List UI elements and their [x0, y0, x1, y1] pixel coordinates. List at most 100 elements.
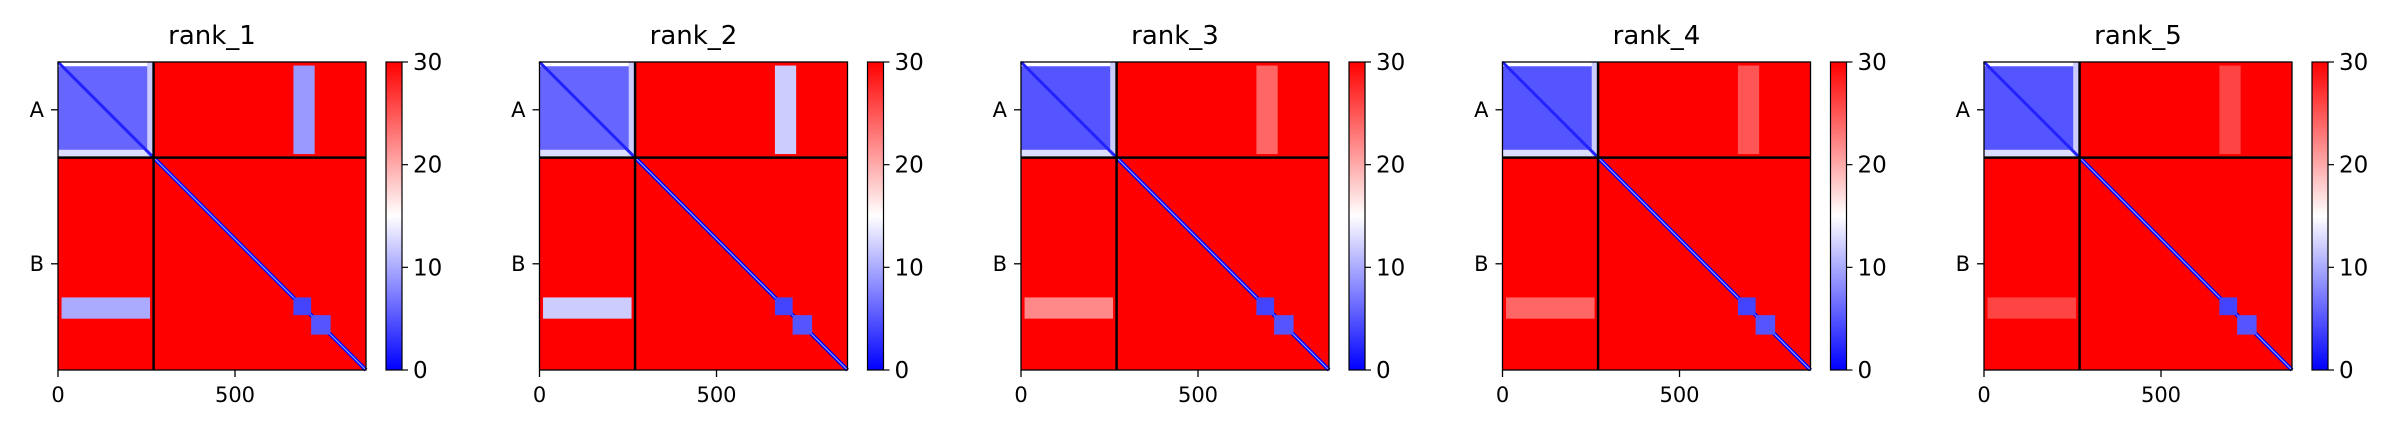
domain-block-2 [311, 315, 331, 335]
colorbar [385, 61, 403, 371]
interchain-stripe-b [1024, 297, 1114, 319]
colorbar-tick-label: 10 [2339, 255, 2368, 281]
x-tick-label: 500 [1659, 383, 1699, 407]
chain-a-diagonal [1019, 60, 1118, 159]
chain-a-diagonal [56, 60, 155, 159]
chain-a-edge-right [628, 62, 636, 158]
x-tick-label: 500 [696, 383, 736, 407]
chain-b-diagonal-highlight [634, 157, 848, 371]
colorbar [1829, 61, 1848, 371]
panel-rank_2: rank_2 0 500 A B 0 10 20 30 [511, 21, 924, 407]
heatmap-frame [1020, 61, 1330, 371]
panel-rank_3: rank_3 0 500 A B 0 10 20 30 [993, 21, 1406, 407]
x-tick-label: 0 [533, 383, 546, 407]
chain-a-edge-top [1021, 62, 1117, 67]
colorbar-tick-label: 30 [1376, 50, 1405, 76]
colorbar-tick-label: 20 [1858, 153, 1887, 179]
chain-a-edge-top [58, 62, 154, 67]
interchain-stripe-a [2219, 65, 2241, 155]
chain-a-edge-top [1984, 62, 2080, 67]
panel-title: rank_1 [168, 21, 256, 51]
x-tick-label: 500 [215, 383, 255, 407]
chain-a-diagonal [538, 60, 637, 159]
chain-label-A: A [1474, 98, 1489, 122]
domain-block-2 [792, 315, 813, 335]
chain-b-diagonal-highlight [1597, 157, 1811, 371]
x-tick-label: 500 [1178, 383, 1218, 407]
colorbar-tick-label: 10 [1858, 255, 1887, 281]
chain-label-B: B [1474, 252, 1488, 276]
colorbar [866, 61, 885, 371]
chain-a-edge-right [2073, 62, 2080, 158]
colorbar-tick-label: 0 [895, 358, 910, 384]
colorbar-tick-label: 0 [2339, 358, 2354, 384]
colorbar-tick-label: 30 [1858, 50, 1887, 76]
interchain-stripe-b [61, 297, 151, 319]
chain-a-edge-bottom [1984, 149, 2080, 158]
chain-label-A: A [993, 98, 1008, 122]
heatmap-frame [1983, 61, 2293, 371]
colorbar-tick-label: 0 [413, 358, 428, 384]
domain-block-1 [1256, 297, 1275, 316]
chain-b-diagonal-highlight [153, 157, 367, 371]
colorbar [2311, 61, 2329, 371]
interchain-stripe-a [1737, 65, 1760, 155]
interchain-stripe-b [1506, 297, 1595, 319]
chain-a-diagonal [1501, 60, 1600, 159]
panel-title: rank_4 [1613, 21, 1701, 51]
chain-b-diagonal-highlight [1116, 157, 1330, 371]
chain-label-A: A [1956, 98, 1971, 122]
heatmap-frame [1501, 61, 1812, 371]
x-tick-label: 500 [2141, 383, 2181, 407]
chain-a-edge-bottom [58, 149, 154, 158]
colorbar-tick-label: 0 [1376, 358, 1391, 384]
panel-rank_1: rank_1 0 500 A B 0 10 20 30 [30, 21, 443, 407]
domain-block-2 [2237, 315, 2257, 335]
colorbar-tick-label: 30 [2339, 50, 2368, 76]
chain-a-edge-right [147, 62, 154, 158]
domain-block-1 [2219, 297, 2238, 316]
domain-block-1 [1737, 297, 1756, 316]
colorbar-tick-label: 30 [895, 50, 924, 76]
colorbar [1348, 61, 1366, 371]
colorbar-tick-label: 20 [2339, 153, 2368, 179]
chain-a-edge-bottom [1021, 149, 1117, 158]
chain-label-B: B [993, 252, 1007, 276]
panel-title: rank_2 [650, 21, 738, 51]
colorbar-tick-label: 20 [413, 153, 442, 179]
chain-b-diagonal-highlight [2079, 157, 2293, 371]
domain-block-2 [1274, 315, 1294, 335]
chain-a-edge-right [1110, 62, 1117, 158]
interchain-stripe-a [774, 65, 797, 155]
colorbar-tick-label: 10 [413, 255, 442, 281]
panel-title: rank_3 [1131, 21, 1219, 51]
chain-a-edge-top [539, 62, 636, 67]
domain-block-1 [774, 297, 793, 316]
x-tick-label: 0 [1014, 383, 1027, 407]
heatmap-frame [538, 61, 849, 371]
domain-block-1 [293, 297, 312, 316]
colorbar-tick-label: 10 [1376, 255, 1405, 281]
x-tick-label: 0 [1977, 383, 1990, 407]
panel-rank_5: rank_5 0 500 A B 0 10 20 30 [1956, 21, 2369, 407]
heatmap-frame [57, 61, 367, 371]
chain-label-B: B [1956, 252, 1970, 276]
interchain-stripe-a [293, 65, 315, 155]
panel-title: rank_5 [2094, 21, 2182, 51]
colorbar-tick-label: 20 [895, 153, 924, 179]
colorbar-tick-label: 0 [1858, 358, 1873, 384]
x-tick-label: 0 [51, 383, 64, 407]
chain-a-edge-right [1591, 62, 1599, 158]
colorbar-tick-label: 10 [895, 255, 924, 281]
x-tick-label: 0 [1496, 383, 1509, 407]
interchain-stripe-b [543, 297, 632, 319]
colorbar-tick-label: 20 [1376, 153, 1405, 179]
domain-block-2 [1755, 315, 1776, 335]
chain-a-diagonal [1982, 60, 2081, 159]
chain-a-edge-top [1502, 62, 1599, 67]
interchain-stripe-a [1256, 65, 1278, 155]
chain-label-A: A [511, 98, 526, 122]
panel-rank_4: rank_4 0 500 A B 0 10 20 30 [1474, 21, 1887, 407]
colorbar-tick-label: 30 [413, 50, 442, 76]
